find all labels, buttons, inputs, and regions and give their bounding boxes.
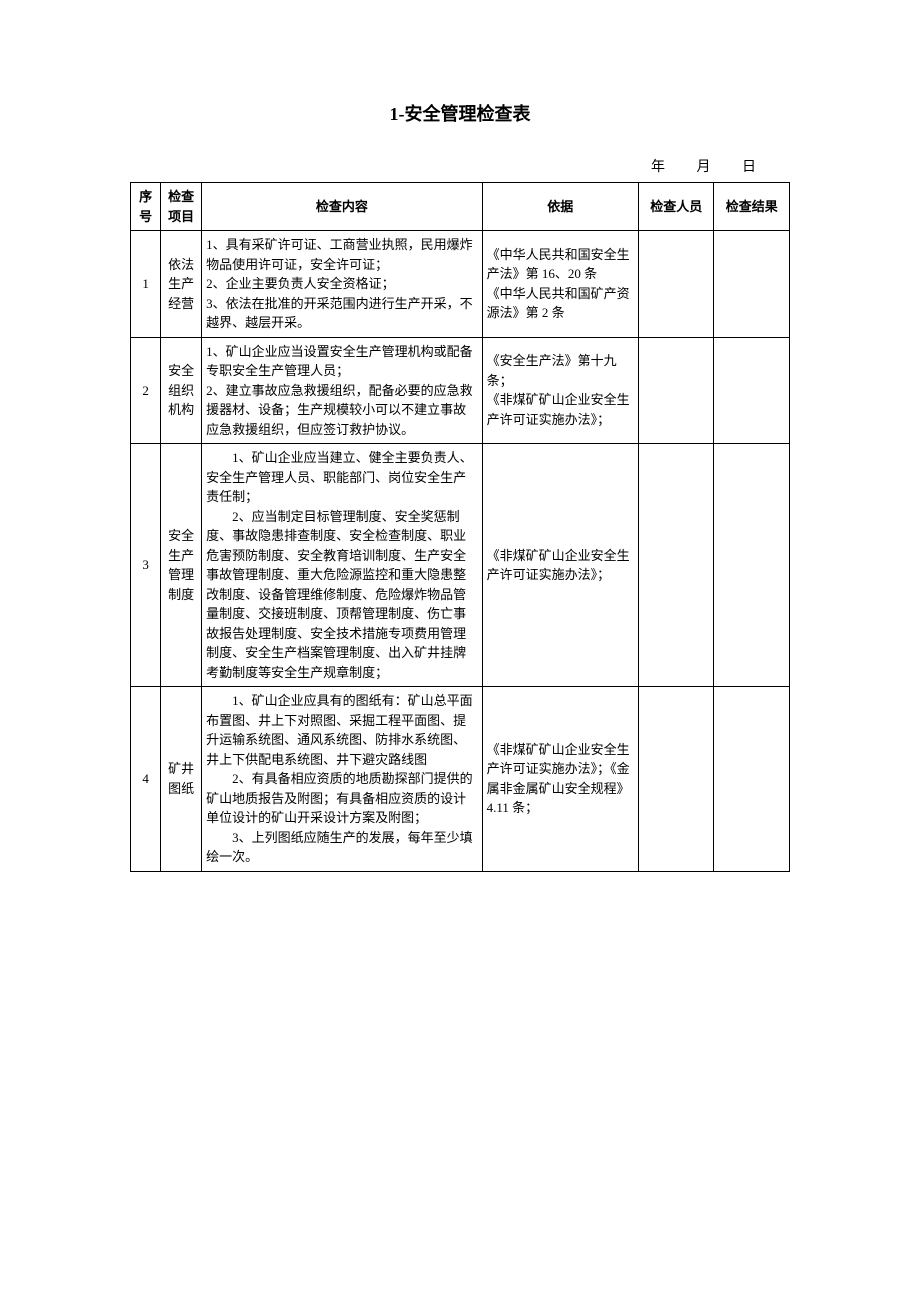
table-row: 3 安全生产管理制度 1、矿山企业应当建立、健全主要负责人、安全生产管理人员、职… (131, 444, 790, 687)
date-line: 年 月 日 (130, 156, 790, 176)
cell-basis: 《非煤矿矿山企业安全生产许可证实施办法》； (482, 444, 638, 687)
table-row: 2 安全组织机构 1、矿山企业应当设置安全生产管理机构或配备专职安全生产管理人员… (131, 337, 790, 444)
cell-basis: 《非煤矿矿山企业安全生产许可证实施办法》；《金属非金属矿山安全规程》4.11 条… (482, 687, 638, 872)
cell-item: 矿井图纸 (161, 687, 202, 872)
cell-seq: 1 (131, 231, 161, 338)
cell-content: 1、矿山企业应具有的图纸有：矿山总平面布置图、井上下对照图、采掘工程平面图、提升… (202, 687, 482, 872)
cell-seq: 3 (131, 444, 161, 687)
header-inspector: 检查人员 (638, 183, 713, 231)
cell-content: 1、矿山企业应当建立、健全主要负责人、安全生产管理人员、职能部门、岗位安全生产责… (202, 444, 482, 687)
cell-result (714, 337, 790, 444)
cell-item: 依法生产经营 (161, 231, 202, 338)
cell-content: 1、矿山企业应当设置安全生产管理机构或配备专职安全生产管理人员；2、建立事故应急… (202, 337, 482, 444)
cell-inspector (638, 337, 713, 444)
table-row: 4 矿井图纸 1、矿山企业应具有的图纸有：矿山总平面布置图、井上下对照图、采掘工… (131, 687, 790, 872)
day-label: 日 (742, 160, 756, 175)
cell-basis: 《中华人民共和国安全生产法》第 16、20 条《中华人民共和国矿产资源法》第 2… (482, 231, 638, 338)
year-label: 年 (651, 160, 665, 175)
month-label: 月 (697, 160, 711, 175)
cell-inspector (638, 687, 713, 872)
cell-result (714, 687, 790, 872)
header-seq: 序号 (131, 183, 161, 231)
inspection-table: 序号 检查项目 检查内容 依据 检查人员 检查结果 1 依法生产经营 1、具有采… (130, 182, 790, 872)
header-basis: 依据 (482, 183, 638, 231)
cell-item: 安全组织机构 (161, 337, 202, 444)
page-title: 1-安全管理检查表 (130, 100, 790, 126)
cell-seq: 2 (131, 337, 161, 444)
table-row: 1 依法生产经营 1、具有采矿许可证、工商营业执照，民用爆炸物品使用许可证，安全… (131, 231, 790, 338)
cell-item: 安全生产管理制度 (161, 444, 202, 687)
header-result: 检查结果 (714, 183, 790, 231)
cell-inspector (638, 444, 713, 687)
table-body: 1 依法生产经营 1、具有采矿许可证、工商营业执照，民用爆炸物品使用许可证，安全… (131, 231, 790, 872)
cell-basis: 《安全生产法》第十九条；《非煤矿矿山企业安全生产许可证实施办法》； (482, 337, 638, 444)
header-content: 检查内容 (202, 183, 482, 231)
header-item: 检查项目 (161, 183, 202, 231)
cell-result (714, 231, 790, 338)
cell-content: 1、具有采矿许可证、工商营业执照，民用爆炸物品使用许可证，安全许可证；2、企业主… (202, 231, 482, 338)
table-header-row: 序号 检查项目 检查内容 依据 检查人员 检查结果 (131, 183, 790, 231)
cell-seq: 4 (131, 687, 161, 872)
cell-result (714, 444, 790, 687)
cell-inspector (638, 231, 713, 338)
